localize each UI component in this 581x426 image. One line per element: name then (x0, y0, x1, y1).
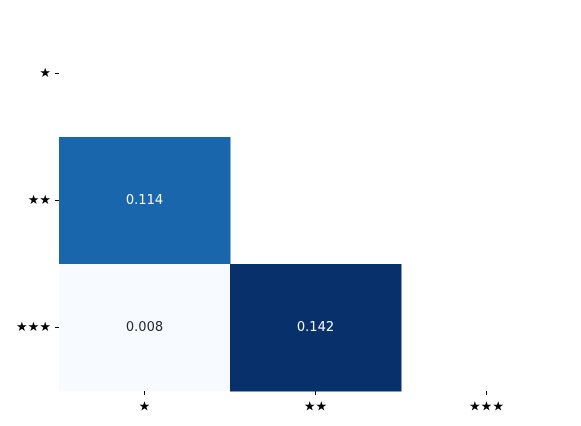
heatmap-cell-value: 0.114 (126, 193, 163, 208)
heatmap-cell-labels: 0.114 0.008 0.142 (126, 193, 334, 335)
x-axis: ★ ★★ ★★★ (139, 391, 504, 415)
heatmap-cell-r1-c0 (59, 137, 231, 265)
heatmap-cell-value: 0.142 (297, 320, 334, 335)
x-tick-label: ★★★ (469, 400, 504, 415)
x-tick-label: ★ (139, 400, 151, 415)
heatmap-cells (59, 137, 402, 392)
y-axis: ★★★★★★ (16, 66, 59, 335)
x-tick-label: ★★ (304, 400, 327, 415)
y-tick-label: ★ (39, 66, 51, 81)
y-tick-label: ★★ (28, 193, 51, 208)
heatmap-cell-r2-c0 (59, 264, 231, 392)
y-tick-label: ★★★ (16, 320, 51, 335)
heatmap-cell-value: 0.008 (126, 320, 163, 335)
heatmap-cell-r2-c1 (230, 264, 402, 392)
